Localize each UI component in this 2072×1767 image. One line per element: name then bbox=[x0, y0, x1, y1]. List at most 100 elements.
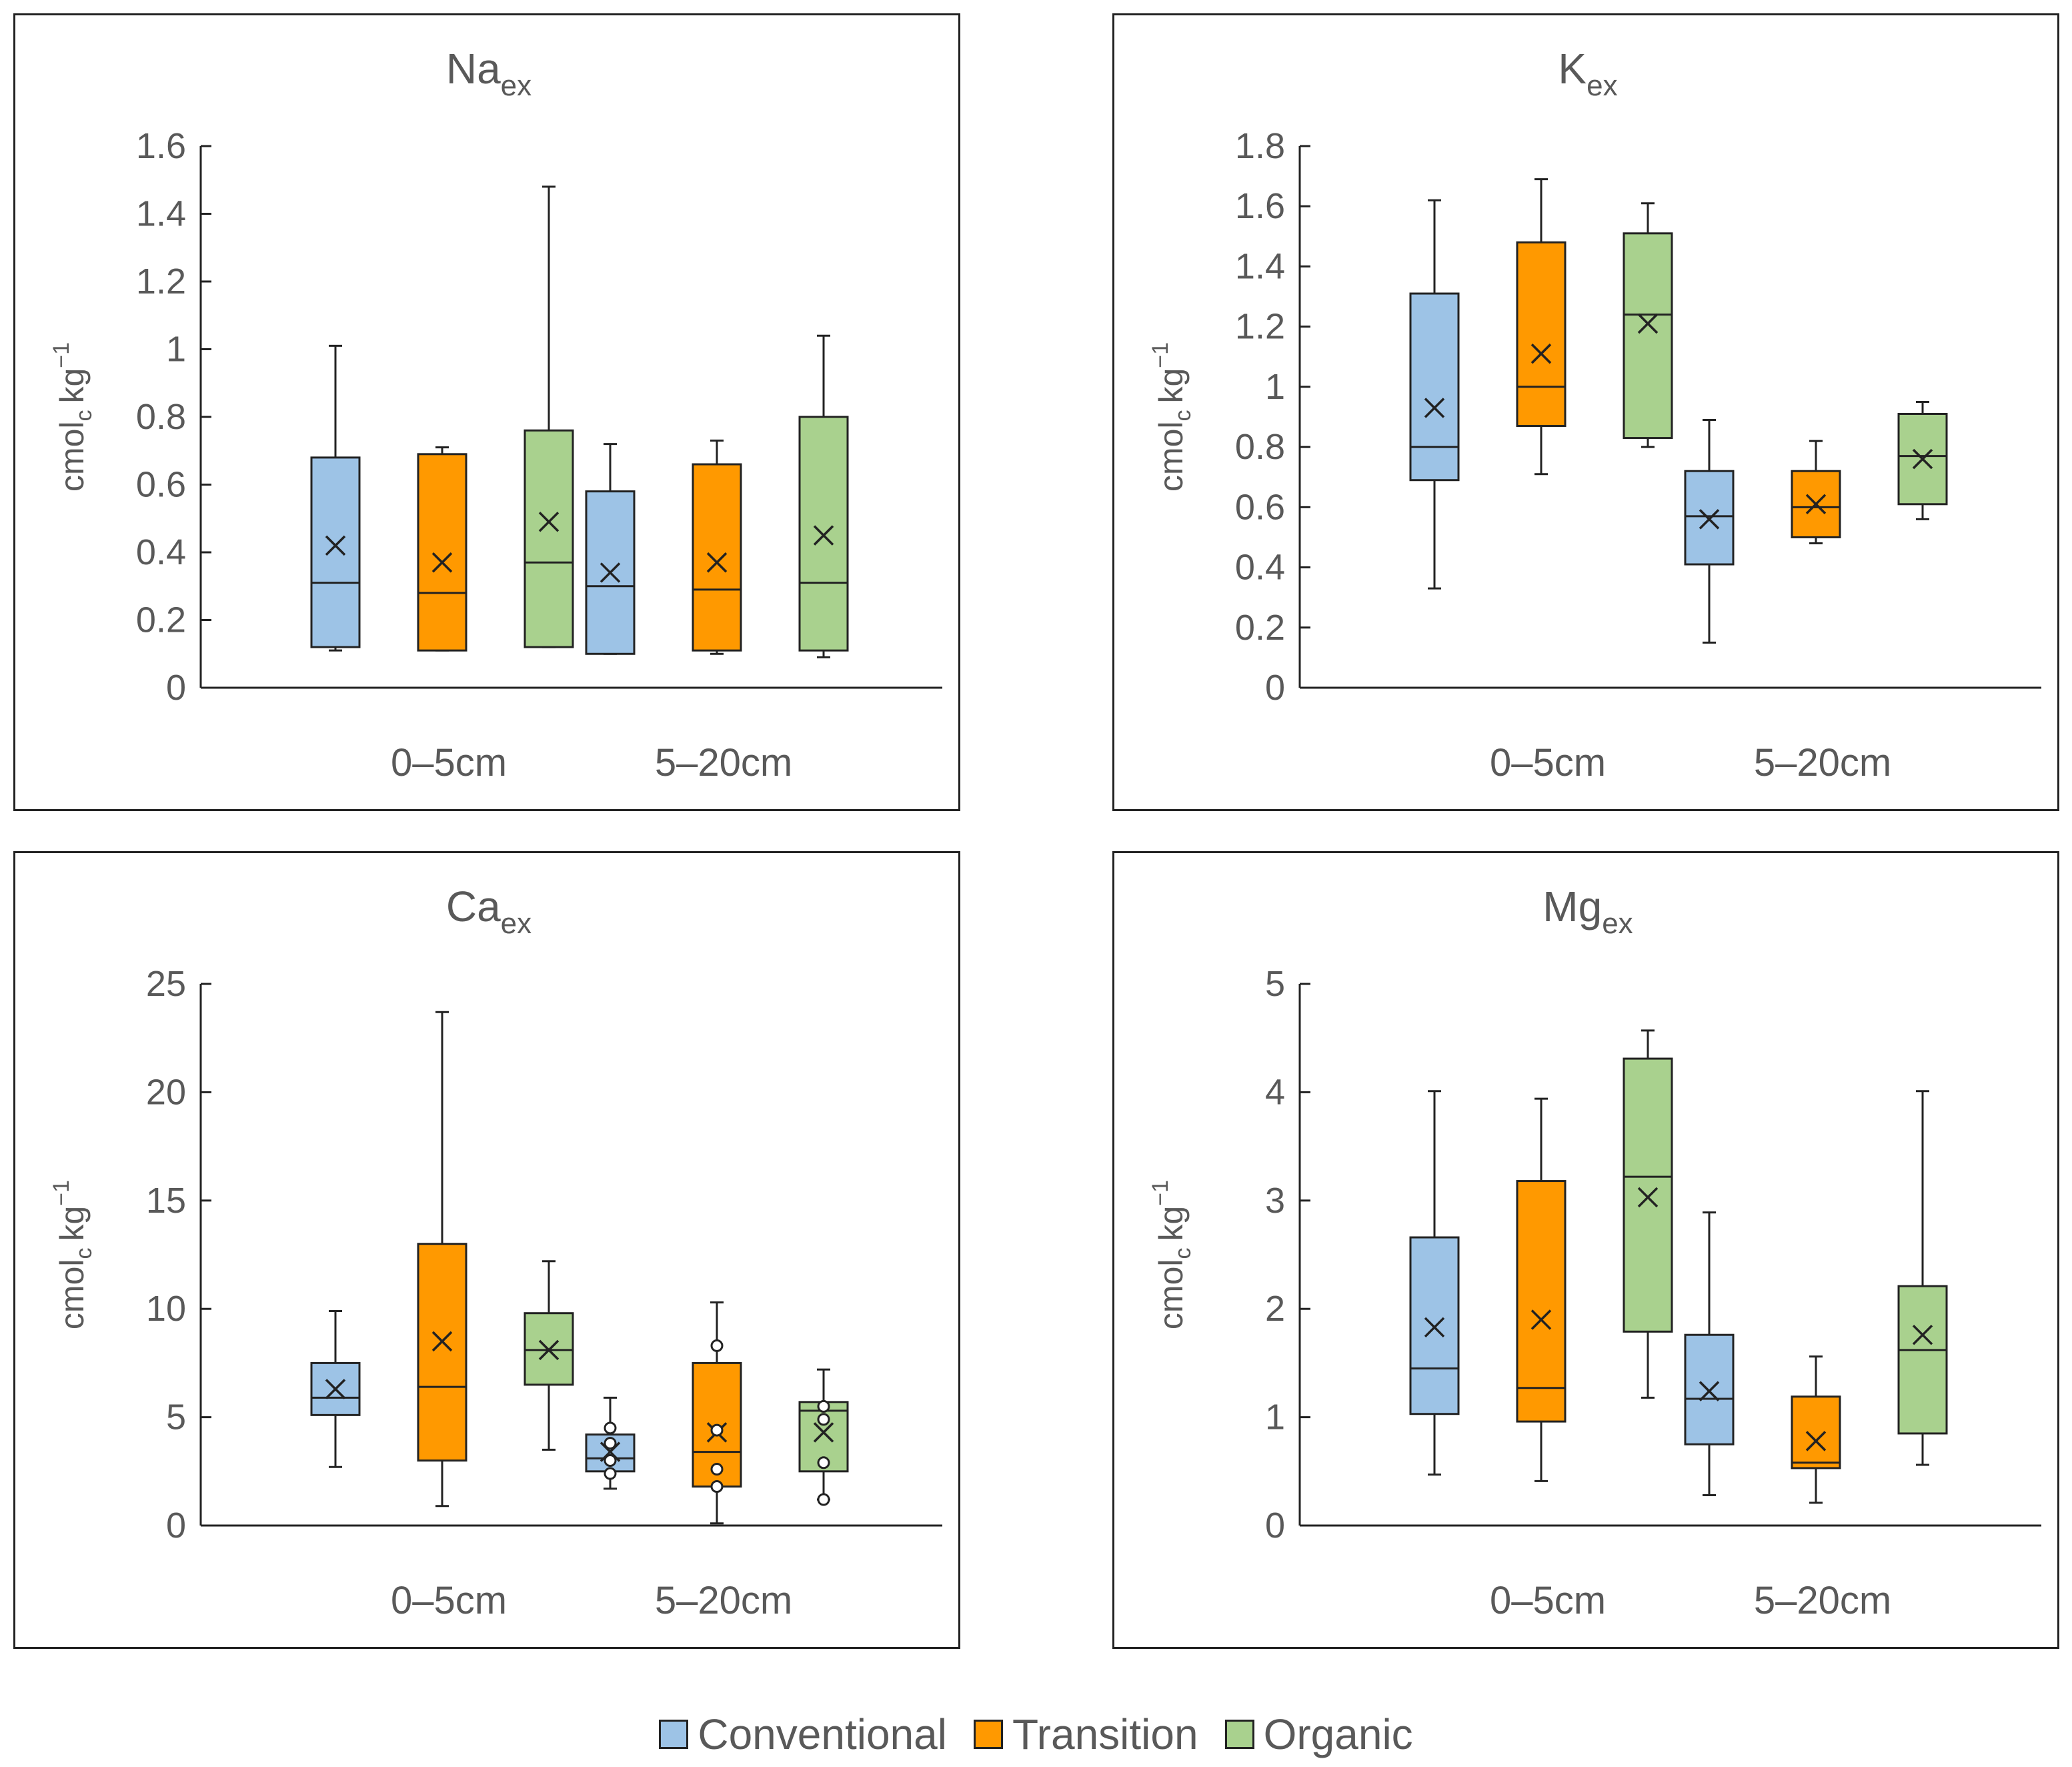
mean-stroke bbox=[1424, 398, 1445, 418]
legend-item-conventional: Conventional bbox=[659, 1710, 947, 1759]
outlier-point bbox=[604, 1437, 617, 1450]
legend-label: Transition bbox=[1012, 1710, 1198, 1758]
box-organic-5-20cm bbox=[798, 1368, 849, 1506]
chart-title: Naex bbox=[446, 45, 532, 102]
chart-panel-ca: Caex cmolc kg−1 0 5 10 15 20 25 0–5cm 5–20cm bbox=[13, 851, 960, 1649]
box-conventional-0-5cm bbox=[310, 1309, 361, 1468]
outlier-point bbox=[604, 1421, 617, 1435]
box-transition-0-5cm bbox=[417, 1011, 467, 1508]
mean-stroke bbox=[813, 525, 834, 546]
mean-stroke bbox=[600, 562, 621, 583]
box-iqr bbox=[1791, 1395, 1841, 1469]
box-conventional-5-20cm bbox=[585, 443, 636, 655]
box-conventional-0-5cm bbox=[1409, 1090, 1460, 1476]
y-tick-label: 0.2 bbox=[1235, 608, 1285, 648]
chart-title: Caex bbox=[446, 882, 532, 940]
chart-title: Kex bbox=[1558, 45, 1617, 102]
mean-stroke bbox=[600, 1441, 621, 1462]
mean-stroke bbox=[1637, 1187, 1659, 1208]
y-label-sup: −1 bbox=[49, 342, 74, 368]
box-conventional-5-20cm bbox=[585, 1396, 636, 1490]
y-tick-label: 1 bbox=[166, 330, 186, 370]
chart-title-main: Ca bbox=[446, 882, 501, 931]
legend-item-transition: Transition bbox=[973, 1710, 1198, 1759]
box-iqr bbox=[692, 463, 742, 652]
y-label-sup: −1 bbox=[1148, 342, 1173, 368]
mean-marker bbox=[1805, 494, 1827, 515]
mean-marker bbox=[1912, 1324, 1933, 1345]
y-label-sub: c bbox=[71, 1248, 97, 1259]
mean-stroke bbox=[431, 552, 453, 573]
x-category-label: 5–20cm bbox=[1754, 741, 1891, 784]
mean-stroke bbox=[1805, 494, 1827, 515]
legend-label: Organic bbox=[1263, 1710, 1413, 1758]
y-axis-label: cmolc kg−1 bbox=[49, 1180, 97, 1329]
mean-stroke bbox=[325, 535, 346, 556]
x-category-label: 0–5cm bbox=[391, 741, 507, 784]
x-category-label: 5–20cm bbox=[655, 741, 792, 784]
chart-panel-k: Kex cmolc kg−1 0 0.2 0.4 0.6 0.8 1 1.2 1.4 1.6 1.8 0–… bbox=[1112, 13, 2059, 811]
y-tick-label: 1 bbox=[1265, 1397, 1285, 1437]
box-organic-0-5cm bbox=[1623, 202, 1673, 448]
y-label-unit: cmol bbox=[53, 422, 91, 492]
box-iqr bbox=[417, 1243, 467, 1462]
mean-stroke bbox=[325, 1379, 346, 1399]
mean-stroke bbox=[1424, 1317, 1445, 1338]
mean-stroke bbox=[1912, 448, 1933, 470]
outlier-point bbox=[710, 1480, 724, 1494]
box-transition-5-20cm bbox=[692, 440, 742, 655]
box-organic-0-5cm bbox=[524, 1260, 574, 1451]
x-category-label: 0–5cm bbox=[1490, 1579, 1606, 1622]
chart-title-main: K bbox=[1558, 45, 1587, 93]
box-transition-0-5cm bbox=[1516, 1097, 1567, 1482]
chart-svg: Caex cmolc kg−1 0 5 10 15 20 25 0–5cm 5–20cm bbox=[49, 882, 942, 1622]
mean-marker bbox=[1530, 1309, 1552, 1330]
outlier-point bbox=[817, 1456, 830, 1469]
chart-title-sub: ex bbox=[1602, 907, 1633, 940]
mean-marker bbox=[1637, 313, 1659, 334]
mean-stroke bbox=[1805, 1431, 1827, 1451]
mean-marker bbox=[1424, 1317, 1445, 1338]
y-label-unit2: kg bbox=[53, 368, 91, 404]
y-label-unit2: kg bbox=[53, 1206, 91, 1241]
box-organic-0-5cm bbox=[524, 185, 574, 648]
chart-svg: Mgex cmolc kg−1 0 1 2 3 4 5 0–5cm 5–20cm bbox=[1148, 882, 2041, 1622]
y-tick-label: 3 bbox=[1265, 1181, 1285, 1221]
y-tick-label: 1.2 bbox=[1235, 307, 1285, 347]
legend-label: Conventional bbox=[698, 1710, 947, 1758]
y-tick-label: 0 bbox=[1265, 668, 1285, 708]
chart-svg: Kex cmolc kg−1 0 0.2 0.4 0.6 0.8 1 1.2 1.4 1.6 1.8 0–… bbox=[1148, 45, 2041, 784]
legend-item-organic: Organic bbox=[1224, 1710, 1413, 1759]
box-conventional-0-5cm bbox=[310, 344, 361, 652]
y-tick-label: 1.2 bbox=[136, 261, 186, 302]
y-label-unit: cmol bbox=[1152, 422, 1190, 492]
mean-stroke bbox=[1637, 313, 1659, 334]
mean-marker bbox=[325, 1379, 346, 1399]
outlier-point bbox=[710, 1339, 724, 1352]
y-tick-label: 1.8 bbox=[1235, 126, 1285, 166]
box-organic-5-20cm bbox=[798, 334, 849, 658]
mean-stroke bbox=[813, 1422, 834, 1443]
x-category-label: 0–5cm bbox=[1490, 741, 1606, 784]
box-iqr bbox=[1791, 470, 1841, 538]
box-iqr bbox=[1623, 1057, 1673, 1333]
y-tick-label: 0 bbox=[166, 1506, 186, 1546]
y-tick-label: 2 bbox=[1265, 1289, 1285, 1329]
y-label-sub: c bbox=[1170, 410, 1196, 422]
y-tick-label: 0.8 bbox=[1235, 427, 1285, 467]
y-label-unit: cmol bbox=[53, 1259, 91, 1330]
outlier-point bbox=[710, 1463, 724, 1476]
mean-marker bbox=[538, 1339, 560, 1361]
legend-swatch bbox=[1224, 1720, 1254, 1749]
mean-marker bbox=[325, 535, 346, 556]
chart-svg: Naex cmolc kg−1 0 0.2 0.4 0.6 0.8 1 1.2 1.4 1.6 0–5c… bbox=[49, 45, 942, 784]
mean-stroke bbox=[1530, 344, 1552, 364]
mean-marker bbox=[600, 1441, 621, 1462]
mean-stroke bbox=[1912, 1324, 1933, 1345]
y-axis-label: cmolc kg−1 bbox=[49, 342, 97, 492]
box-conventional-5-20cm bbox=[1684, 419, 1735, 644]
box-conventional-0-5cm bbox=[1409, 199, 1460, 590]
outlier-point bbox=[604, 1467, 617, 1480]
outlier-point bbox=[817, 1399, 830, 1413]
y-tick-label: 5 bbox=[1265, 964, 1285, 1004]
